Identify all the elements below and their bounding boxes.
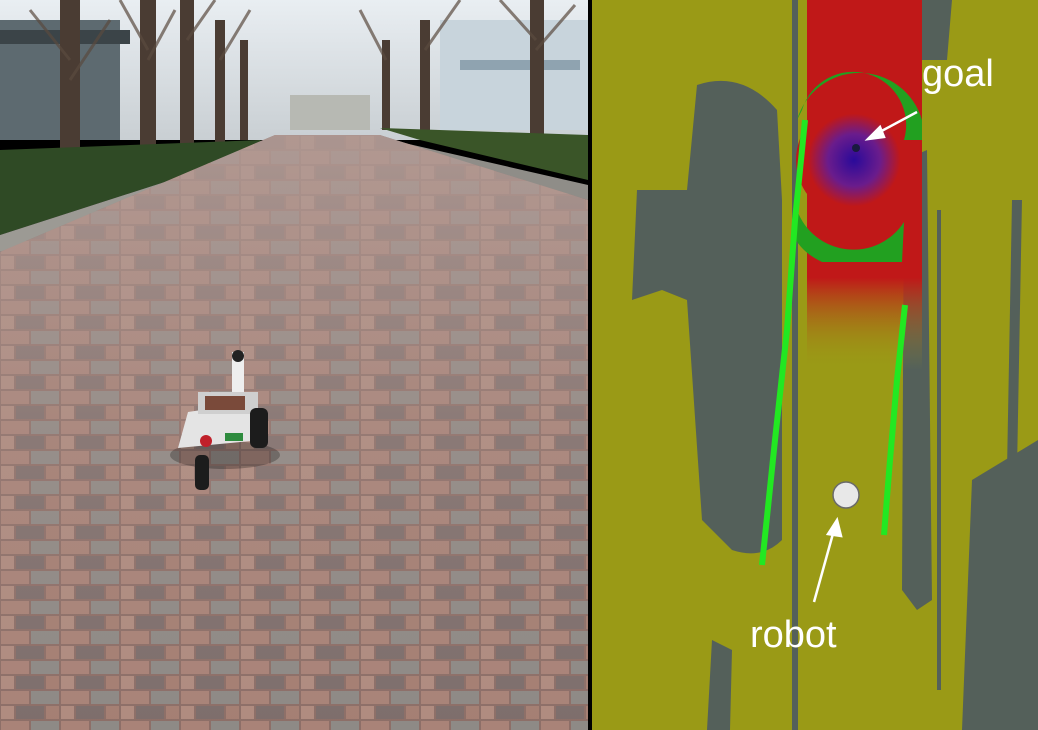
hedge-right: [380, 128, 588, 180]
goal-ring-bottom: [792, 210, 904, 262]
panel-divider: [588, 0, 592, 730]
goal-arrow: [875, 110, 918, 136]
robot-label: robot: [750, 614, 837, 656]
robot-photo: [0, 0, 588, 730]
hedge-left: [0, 140, 270, 235]
robot-marker: [832, 481, 860, 509]
goal-cost-area: [796, 102, 912, 218]
goal-label: goal: [922, 53, 994, 95]
photo-scene: [0, 0, 588, 730]
navigation-costmap: goal robot: [592, 0, 1038, 730]
robot-vehicle: [170, 350, 280, 490]
goal-arrowhead: [864, 124, 886, 141]
robot-arrow: [812, 529, 836, 603]
path-edge-left: [759, 119, 808, 566]
robot-arrowhead: [825, 516, 843, 538]
building-right: [440, 20, 588, 130]
costmap-canvas: [592, 0, 1038, 730]
goal-ring-top: [797, 71, 922, 140]
annotation-arrows: [812, 110, 918, 603]
tree-branches: [28, 0, 577, 81]
goal-marker: [852, 144, 860, 152]
path-edge-right: [881, 304, 908, 536]
